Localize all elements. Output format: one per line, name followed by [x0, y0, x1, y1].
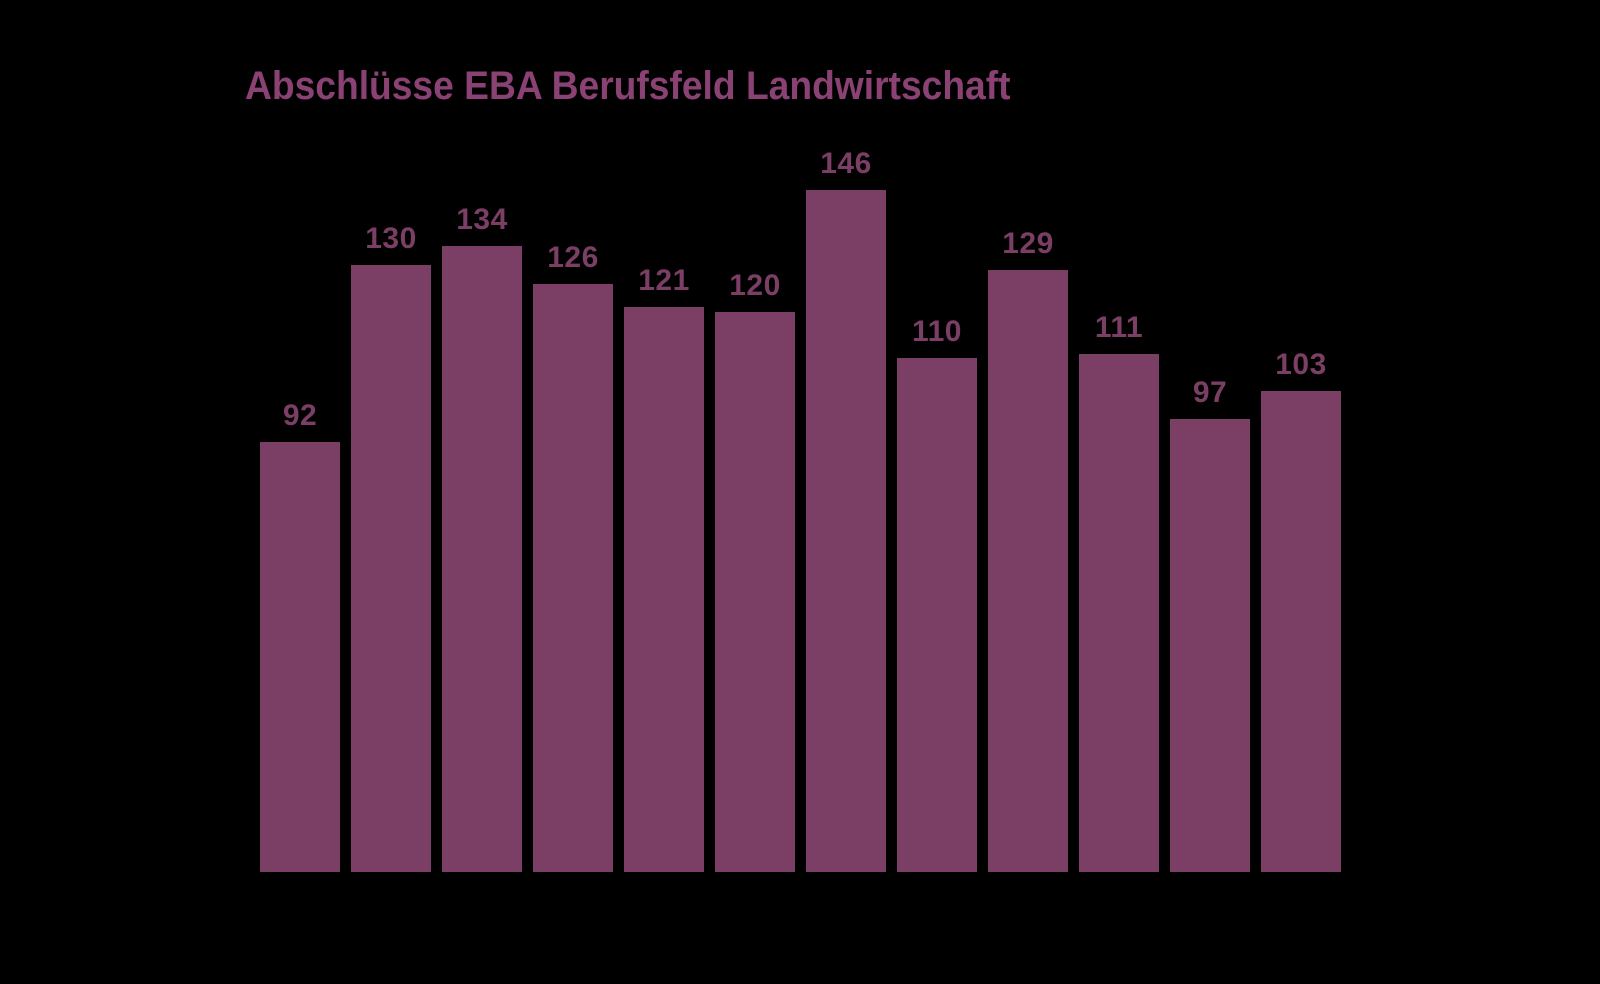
- bar-group: 129: [988, 229, 1068, 872]
- bar-group: 134: [442, 205, 522, 872]
- bar: [806, 190, 886, 872]
- bar-group: 110: [897, 317, 977, 872]
- bar-value-label: 97: [1192, 376, 1228, 409]
- bar-value-label: 121: [638, 264, 690, 297]
- bar-group: 130: [351, 224, 431, 872]
- chart-title: Abschlüsse EBA Berufsfeld Landwirtschaft: [245, 64, 1011, 108]
- bar: [260, 442, 340, 872]
- bar-group: 120: [715, 271, 795, 872]
- bar: [715, 312, 795, 872]
- bar-group: 121: [624, 266, 704, 872]
- bar: [1079, 354, 1159, 872]
- bar: [988, 270, 1068, 872]
- bar-group: 111: [1079, 313, 1159, 872]
- bar: [1170, 419, 1250, 872]
- bar-value-label: 111: [1094, 311, 1144, 344]
- bar-value-label: 126: [547, 241, 599, 274]
- bar-value-label: 146: [820, 147, 872, 180]
- bar-group: 126: [533, 243, 613, 872]
- bar: [351, 265, 431, 872]
- bar: [442, 246, 522, 872]
- bar-value-label: 130: [365, 222, 417, 255]
- bar-value-label: 120: [729, 269, 781, 302]
- bar: [897, 358, 977, 872]
- bar-group: 103: [1261, 350, 1341, 872]
- bar-group: 92: [260, 401, 340, 872]
- bar-group: 97: [1170, 378, 1250, 872]
- bar-value-label: 103: [1275, 348, 1327, 381]
- bar-group: 146: [806, 149, 886, 872]
- bar: [624, 307, 704, 872]
- bar-value-label: 129: [1002, 227, 1054, 260]
- bar-value-label: 92: [282, 399, 318, 432]
- bar: [1261, 391, 1341, 872]
- bar: [533, 284, 613, 872]
- bar-value-label: 134: [456, 203, 508, 236]
- bar-value-label: 110: [912, 315, 962, 348]
